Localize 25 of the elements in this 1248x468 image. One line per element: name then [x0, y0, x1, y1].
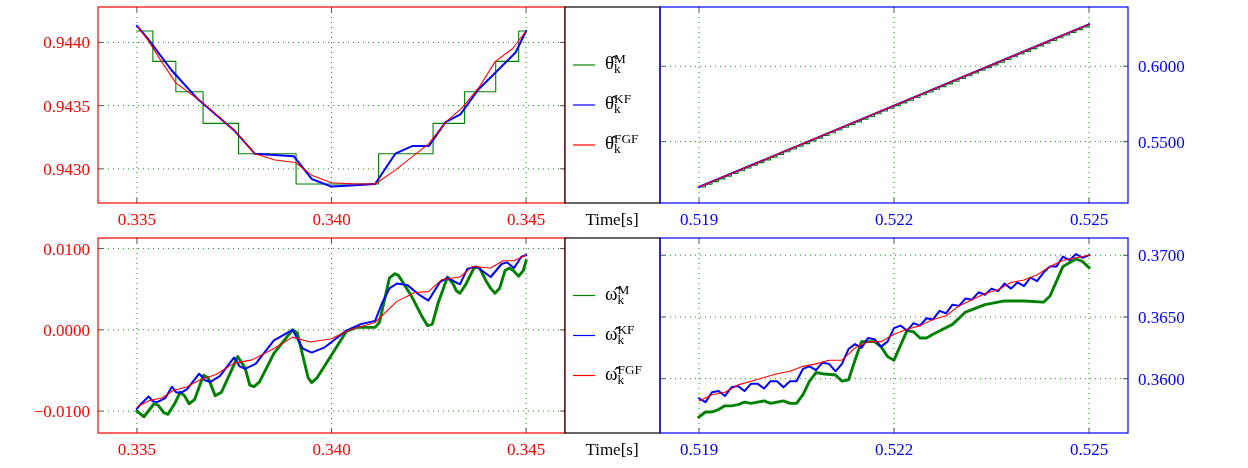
y-tick-label: −0.0100 — [33, 402, 90, 422]
x-tick-label: 0.340 — [312, 210, 351, 229]
y-tick-label: 0.0000 — [43, 320, 90, 340]
y-tick-label: 0.9440 — [43, 33, 90, 53]
x-axis-title: Time[s] — [585, 210, 639, 229]
x-axis-title: Time[s] — [585, 440, 639, 459]
y-tick-label: 0.0100 — [43, 239, 90, 259]
y2-tick-label: 0.6000 — [1138, 57, 1185, 77]
y-tick-label: 0.9435 — [43, 96, 90, 116]
y2-tick-label: 0.3650 — [1138, 307, 1185, 327]
x-tick-label: 0.525 — [1069, 210, 1109, 229]
x-tick-label: 0.335 — [117, 210, 157, 229]
x-tick-label: 0.345 — [506, 440, 546, 459]
x-tick-label: 0.522 — [874, 210, 914, 229]
x-tick-label: 0.522 — [874, 440, 914, 459]
y2-tick-label: 0.3700 — [1138, 246, 1185, 266]
x-tick-label: 0.519 — [679, 440, 719, 459]
x-tick-label: 0.519 — [679, 210, 719, 229]
x-tick-label: 0.340 — [312, 440, 351, 459]
y2-tick-label: 0.3600 — [1138, 369, 1185, 389]
y-tick-label: 0.9430 — [43, 159, 90, 179]
y2-tick-label: 0.5500 — [1138, 132, 1185, 152]
x-tick-label: 0.345 — [506, 210, 546, 229]
x-tick-label: 0.525 — [1069, 440, 1109, 459]
x-tick-label: 0.335 — [117, 440, 157, 459]
